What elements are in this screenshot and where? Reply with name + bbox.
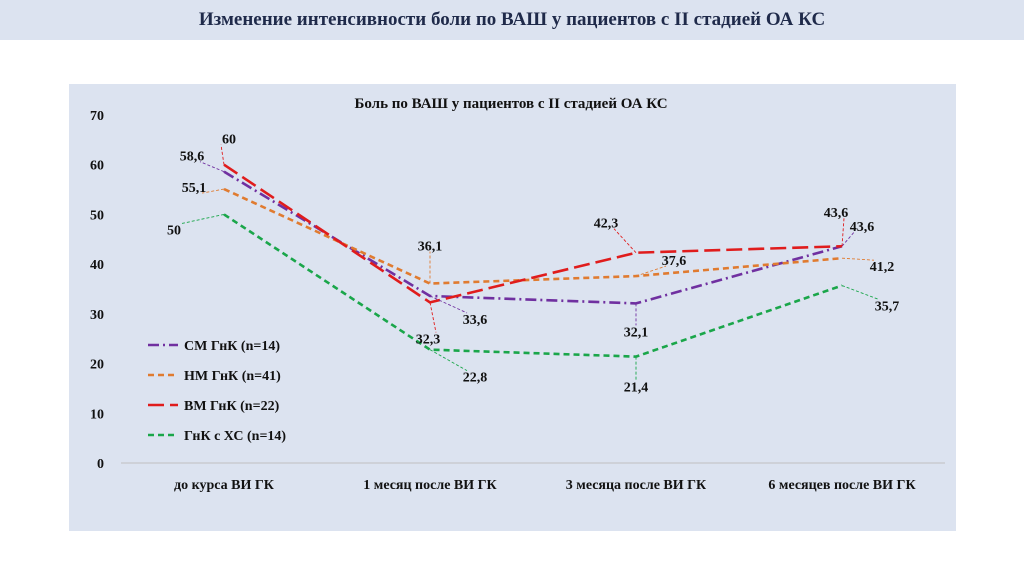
chart-title: Боль по ВАШ у пациентов с II стадией ОА …: [354, 96, 667, 112]
data-label-leader: [613, 228, 637, 254]
y-tick-label: 10: [90, 407, 104, 422]
data-label: 21,4: [624, 381, 649, 396]
legend-entry: ГнК с ХС (n=14): [184, 429, 286, 444]
data-label: 50: [167, 223, 181, 238]
data-label: 33,6: [463, 313, 488, 328]
data-label-leader: [199, 161, 225, 173]
data-label-leader: [429, 302, 437, 333]
data-label-leader: [201, 188, 225, 194]
data-label: 42,3: [594, 217, 619, 232]
x-tick-label: 6 месяцев после ВИ ГК: [768, 478, 916, 493]
data-label: 60: [222, 133, 236, 148]
data-label: 22,8: [463, 371, 488, 386]
data-label-leader: [841, 285, 880, 300]
series-line-1: [223, 170, 843, 305]
legend-entry: ВМ ГнК (n=22): [184, 399, 280, 414]
data-label: 32,3: [416, 332, 441, 347]
data-label: 43,6: [824, 206, 849, 221]
data-label-leader: [841, 257, 875, 261]
data-label: 43,6: [850, 220, 875, 235]
data-label-leader: [429, 295, 468, 314]
y-tick-label: 20: [90, 358, 104, 373]
data-label-leader: [841, 218, 845, 247]
data-label: 35,7: [875, 300, 900, 315]
y-tick-label: 50: [90, 208, 104, 223]
y-tick-label: 70: [90, 109, 104, 124]
data-label-leader: [635, 265, 667, 277]
data-label-leader: [841, 231, 855, 247]
data-label-leader: [181, 213, 225, 224]
series-line-4: [223, 213, 843, 358]
x-tick-label: до курса ВИ ГК: [174, 478, 275, 493]
x-tick-label: 3 месяца после ВИ ГК: [566, 478, 707, 493]
y-tick-label: 30: [90, 308, 104, 323]
legend-entry: НМ ГнК (n=41): [184, 369, 281, 384]
x-tick-label: 1 месяц после ВИ ГК: [363, 478, 497, 493]
data-label: 36,1: [418, 240, 443, 255]
chart-panel: [69, 84, 956, 531]
header-band: [0, 0, 1024, 40]
legend-entry: СМ ГнК (n=14): [184, 339, 280, 354]
data-label-leader: [220, 144, 225, 165]
data-label: 58,6: [180, 150, 205, 165]
data-label: 37,6: [662, 254, 687, 269]
data-label: 32,1: [624, 325, 649, 340]
series-line-2: [223, 187, 843, 285]
y-tick-label: 0: [97, 457, 104, 472]
data-label: 41,2: [870, 260, 895, 275]
data-label: 55,1: [182, 181, 207, 196]
y-tick-label: 60: [90, 159, 104, 174]
y-tick-label: 40: [90, 258, 104, 273]
series-line-3: [223, 163, 843, 304]
page-title: Изменение интенсивности боли по ВАШ у па…: [198, 9, 826, 30]
data-label-leader: [429, 349, 468, 372]
